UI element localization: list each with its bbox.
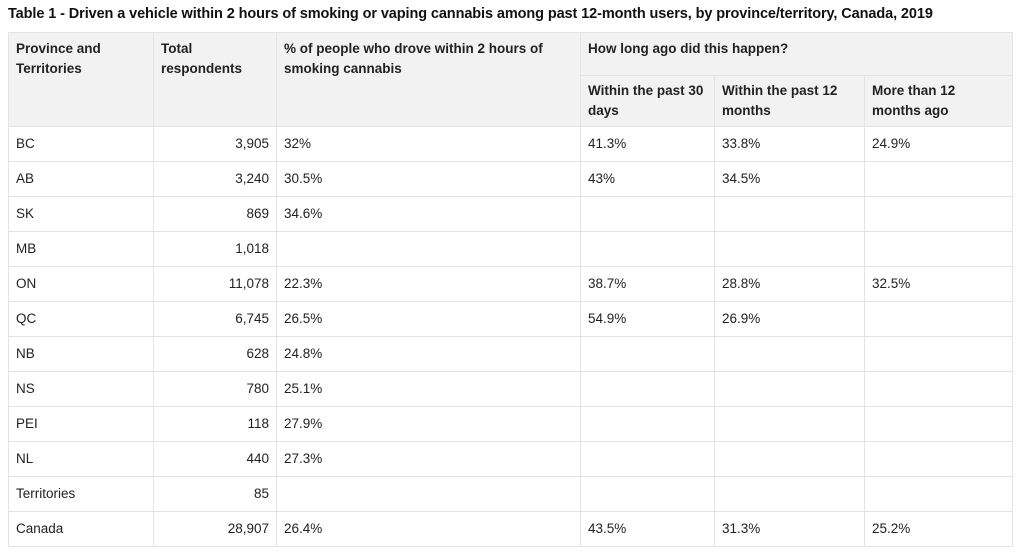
cell-region: NS: [8, 371, 154, 407]
cell-percent: 30.5%: [276, 161, 581, 197]
cell-percent: 25.1%: [276, 371, 581, 407]
table-body: BC 3,905 32% 41.3% 33.8% 24.9% AB 3,240 …: [8, 126, 1014, 547]
cell-total: 3,905: [153, 126, 277, 162]
header-more-than-12-months: More than 12 months ago: [863, 75, 1014, 127]
cell-within-30-days: [580, 336, 715, 372]
table-row: PEI 118 27.9%: [8, 406, 1014, 442]
cell-within-30-days: [580, 371, 715, 407]
table-row: AB 3,240 30.5% 43% 34.5%: [8, 161, 1014, 197]
cell-percent: 26.5%: [276, 301, 581, 337]
cell-total: 85: [153, 476, 277, 512]
cell-within-12-months: [714, 441, 865, 477]
table-row: Canada 28,907 26.4% 43.5% 31.3% 25.2%: [8, 511, 1014, 547]
cell-within-30-days: 43%: [580, 161, 715, 197]
cell-percent: 32%: [276, 126, 581, 162]
cell-within-12-months: [714, 231, 865, 267]
cell-region: Canada: [8, 511, 154, 547]
cell-region: QC: [8, 301, 154, 337]
cell-more-than-12-months: [863, 196, 1014, 232]
cell-within-12-months: [714, 196, 865, 232]
cell-within-30-days: [580, 406, 715, 442]
cell-more-than-12-months: [863, 476, 1014, 512]
table-row: BC 3,905 32% 41.3% 33.8% 24.9%: [8, 126, 1014, 162]
cell-within-12-months: [714, 476, 865, 512]
cell-region: Territories: [8, 476, 154, 512]
cell-within-12-months: [714, 336, 865, 372]
cell-more-than-12-months: [863, 336, 1014, 372]
table-row: MB 1,018: [8, 231, 1014, 267]
cell-percent: [276, 231, 581, 267]
cell-percent: 34.6%: [276, 196, 581, 232]
cell-total: 869: [153, 196, 277, 232]
cell-within-12-months: 28.8%: [714, 266, 865, 302]
cell-total: 628: [153, 336, 277, 372]
cell-within-12-months: [714, 371, 865, 407]
table-row: SK 869 34.6%: [8, 196, 1014, 232]
cell-within-30-days: [580, 476, 715, 512]
cell-within-30-days: [580, 196, 715, 232]
header-total-respondents: Total respondents: [153, 32, 277, 127]
cell-percent: [276, 476, 581, 512]
cell-region: PEI: [8, 406, 154, 442]
cell-within-12-months: 31.3%: [714, 511, 865, 547]
cell-more-than-12-months: [863, 371, 1014, 407]
cell-within-12-months: 26.9%: [714, 301, 865, 337]
data-table: Province and Territories Total responden…: [8, 32, 1014, 547]
cell-region: ON: [8, 266, 154, 302]
cell-within-12-months: 34.5%: [714, 161, 865, 197]
cell-within-30-days: 38.7%: [580, 266, 715, 302]
table-row: ON 11,078 22.3% 38.7% 28.8% 32.5%: [8, 266, 1014, 302]
cell-within-12-months: [714, 406, 865, 442]
cell-total: 3,240: [153, 161, 277, 197]
cell-more-than-12-months: 24.9%: [863, 126, 1014, 162]
cell-more-than-12-months: [863, 406, 1014, 442]
cell-region: MB: [8, 231, 154, 267]
cell-region: AB: [8, 161, 154, 197]
cell-more-than-12-months: [863, 161, 1014, 197]
cell-region: NL: [8, 441, 154, 477]
cell-within-12-months: 33.8%: [714, 126, 865, 162]
cell-percent: 22.3%: [276, 266, 581, 302]
header-percent-drove: % of people who drove within 2 hours of …: [276, 32, 581, 127]
cell-total: 1,018: [153, 231, 277, 267]
cell-total: 118: [153, 406, 277, 442]
header-province: Province and Territories: [8, 32, 154, 127]
cell-within-30-days: 54.9%: [580, 301, 715, 337]
table-row: NS 780 25.1%: [8, 371, 1014, 407]
cell-percent: 24.8%: [276, 336, 581, 372]
cell-total: 6,745: [153, 301, 277, 337]
table-row: QC 6,745 26.5% 54.9% 26.9%: [8, 301, 1014, 337]
cell-more-than-12-months: [863, 231, 1014, 267]
header-within-30-days: Within the past 30 days: [580, 75, 715, 127]
cell-total: 440: [153, 441, 277, 477]
cell-within-30-days: 43.5%: [580, 511, 715, 547]
table-row: NL 440 27.3%: [8, 441, 1014, 477]
header-how-long-ago: How long ago did this happen?: [579, 32, 1014, 76]
table-row: NB 628 24.8%: [8, 336, 1014, 372]
cell-percent: 27.3%: [276, 441, 581, 477]
cell-region: BC: [8, 126, 154, 162]
cell-more-than-12-months: 32.5%: [863, 266, 1014, 302]
header-within-12-months: Within the past 12 months: [714, 75, 865, 127]
table-header: Province and Territories Total responden…: [8, 32, 1014, 127]
cell-within-30-days: [580, 231, 715, 267]
cell-within-30-days: 41.3%: [580, 126, 715, 162]
table-row: Territories 85: [8, 476, 1014, 512]
cell-region: SK: [8, 196, 154, 232]
cell-total: 11,078: [153, 266, 277, 302]
cell-percent: 27.9%: [276, 406, 581, 442]
cell-percent: 26.4%: [276, 511, 581, 547]
cell-more-than-12-months: [863, 441, 1014, 477]
cell-more-than-12-months: [863, 301, 1014, 337]
cell-more-than-12-months: 25.2%: [863, 511, 1014, 547]
table-caption: Table 1 - Driven a vehicle within 2 hour…: [8, 6, 933, 22]
cell-within-30-days: [580, 441, 715, 477]
cell-total: 780: [153, 371, 277, 407]
cell-total: 28,907: [153, 511, 277, 547]
cell-region: NB: [8, 336, 154, 372]
